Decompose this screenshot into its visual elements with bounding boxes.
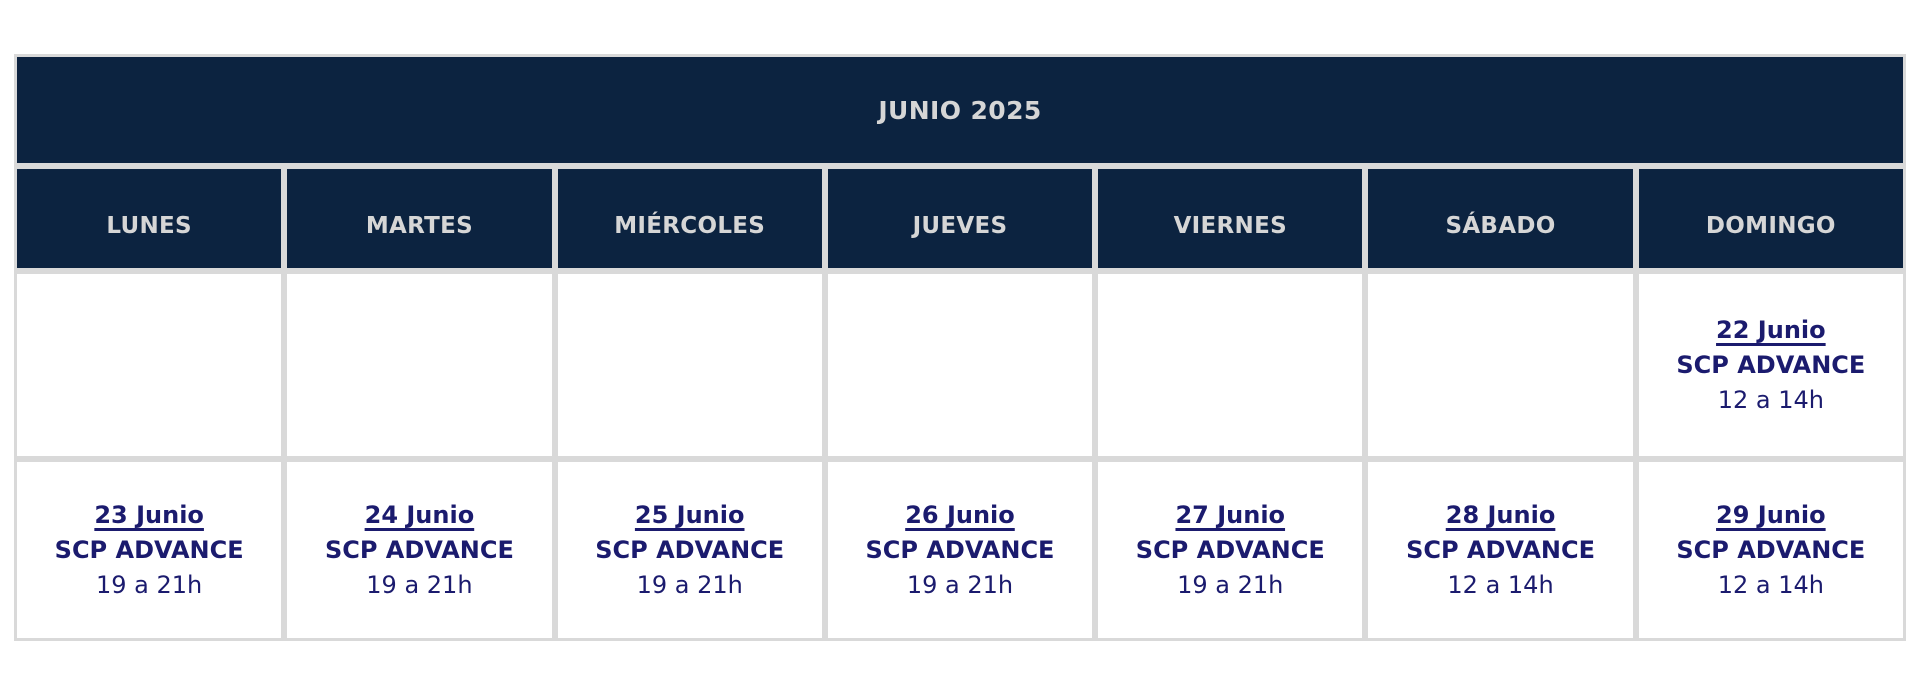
day-header-sabado: SÁBADO bbox=[1365, 166, 1636, 271]
calendar-table: JUNIO 2025 LUNES MARTES MIÉRCOLES JUEVES… bbox=[14, 54, 1906, 641]
calendar-container: JUNIO 2025 LUNES MARTES MIÉRCOLES JUEVES… bbox=[14, 54, 1906, 641]
calendar-cell: 28 Junio SCP ADVANCE 12 a 14h bbox=[1365, 459, 1636, 641]
event-date-link[interactable]: 24 Junio bbox=[364, 500, 475, 529]
event-name: SCP ADVANCE bbox=[1676, 535, 1866, 564]
event-time: 12 a 14h bbox=[1717, 570, 1824, 599]
day-header-domingo: DOMINGO bbox=[1635, 166, 1906, 271]
day-header-row: LUNES MARTES MIÉRCOLES JUEVES VIERNES SÁ… bbox=[14, 166, 1906, 271]
month-title: JUNIO 2025 bbox=[14, 54, 1906, 166]
calendar-cell: 26 Junio SCP ADVANCE 19 a 21h bbox=[824, 459, 1096, 641]
day-header-viernes: VIERNES bbox=[1095, 166, 1366, 271]
month-title-row: JUNIO 2025 bbox=[14, 54, 1906, 166]
event-time: 19 a 21h bbox=[1177, 570, 1284, 599]
calendar-cell-empty bbox=[554, 271, 825, 459]
event-time: 19 a 21h bbox=[636, 570, 743, 599]
calendar-cell: 25 Junio SCP ADVANCE 19 a 21h bbox=[554, 459, 825, 641]
week-row-1: 22 Junio SCP ADVANCE 12 a 14h bbox=[14, 271, 1906, 459]
calendar-cell-empty bbox=[14, 271, 285, 459]
calendar-cell: 29 Junio SCP ADVANCE 12 a 14h bbox=[1635, 459, 1906, 641]
event-date-link[interactable]: 26 Junio bbox=[905, 500, 1015, 529]
calendar-cell: 23 Junio SCP ADVANCE 19 a 21h bbox=[14, 459, 285, 641]
event-name: SCP ADVANCE bbox=[54, 535, 244, 564]
event-time: 19 a 21h bbox=[366, 570, 473, 599]
event-time: 12 a 14h bbox=[1447, 570, 1554, 599]
event-date-link[interactable]: 29 Junio bbox=[1716, 500, 1826, 529]
event-date-link[interactable]: 23 Junio bbox=[94, 500, 204, 529]
event-name: SCP ADVANCE bbox=[1406, 535, 1596, 564]
calendar-cell: 24 Junio SCP ADVANCE 19 a 21h bbox=[284, 459, 555, 641]
event-date-link[interactable]: 28 Junio bbox=[1445, 500, 1556, 529]
event-time: 12 a 14h bbox=[1717, 385, 1824, 414]
day-header-miercoles: MIÉRCOLES bbox=[554, 166, 825, 271]
week-row-2: 23 Junio SCP ADVANCE 19 a 21h 24 Junio S… bbox=[14, 459, 1906, 641]
day-header-jueves: JUEVES bbox=[824, 166, 1096, 271]
event-time: 19 a 21h bbox=[96, 570, 203, 599]
event-name: SCP ADVANCE bbox=[865, 535, 1055, 564]
calendar-cell-empty bbox=[1365, 271, 1636, 459]
calendar-cell: 27 Junio SCP ADVANCE 19 a 21h bbox=[1095, 459, 1366, 641]
event-date-link[interactable]: 27 Junio bbox=[1175, 500, 1286, 529]
calendar-cell-empty bbox=[824, 271, 1096, 459]
calendar-cell: 22 Junio SCP ADVANCE 12 a 14h bbox=[1635, 271, 1906, 459]
event-time: 19 a 21h bbox=[906, 570, 1014, 599]
day-header-lunes: LUNES bbox=[14, 166, 285, 271]
calendar-cell-empty bbox=[1095, 271, 1366, 459]
event-date-link[interactable]: 22 Junio bbox=[1716, 315, 1826, 344]
event-date-link[interactable]: 25 Junio bbox=[634, 500, 745, 529]
event-name: SCP ADVANCE bbox=[1676, 350, 1866, 379]
day-header-martes: MARTES bbox=[284, 166, 555, 271]
event-name: SCP ADVANCE bbox=[324, 535, 514, 564]
event-name: SCP ADVANCE bbox=[595, 535, 785, 564]
calendar-cell-empty bbox=[284, 271, 555, 459]
event-name: SCP ADVANCE bbox=[1135, 535, 1325, 564]
